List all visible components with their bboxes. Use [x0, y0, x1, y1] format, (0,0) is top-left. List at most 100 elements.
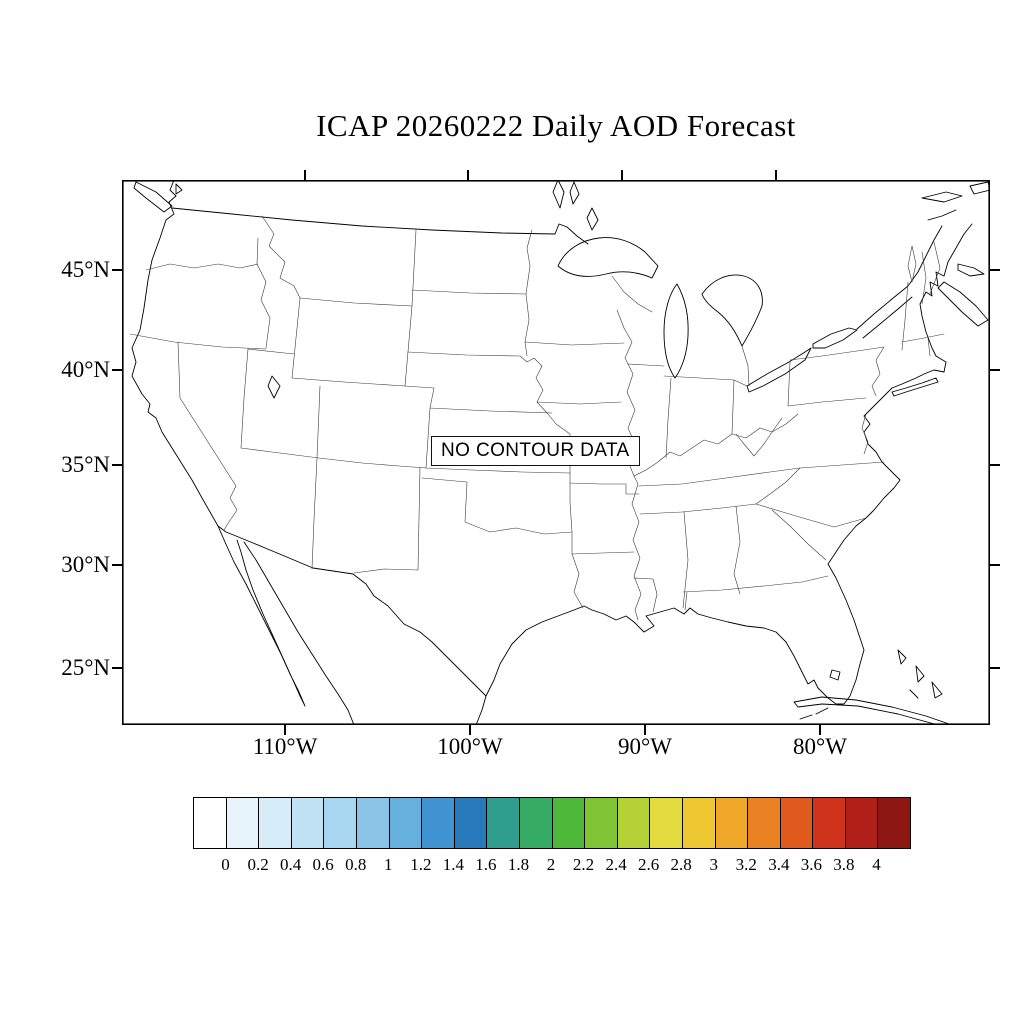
- colorbar-labels: 0 0.2 0.4 0.6 0.8 1 1.2 1.4 1.6 1.8 2 2.2 2.4 2.6 2.8 3…: [193, 855, 909, 879]
- colorbar-cell: [585, 798, 618, 848]
- colorbar-cell: [226, 798, 260, 848]
- colorbar-cell: [617, 798, 651, 848]
- lake-superior: [557, 237, 659, 279]
- great-salt-lake: [267, 375, 281, 399]
- right-axis-tick: [990, 464, 1000, 466]
- lon-label-80w: 80°W: [793, 734, 847, 759]
- right-axis-tick: [990, 369, 1000, 371]
- colorbar-cell: [422, 798, 455, 848]
- colorbar-tick-label: 3.2: [735, 855, 757, 874]
- colorbar-tick-label: 1: [384, 855, 393, 874]
- coastlines: [131, 180, 990, 725]
- canada-border-west: [171, 207, 589, 245]
- lat-label-45n: 45°N: [61, 257, 110, 282]
- colorbar-tick-label: 2.4: [605, 855, 627, 874]
- lake-okeechobee: [829, 669, 841, 681]
- lat-label-30n: 30°N: [61, 552, 110, 577]
- state-borders: [129, 215, 945, 621]
- colorbar-tick-label: 2: [546, 855, 556, 874]
- right-axis-tick: [990, 667, 1000, 669]
- pacific-coast-and-mexico-border: [131, 180, 487, 725]
- colorbar-tick-label: 0.6: [312, 855, 334, 874]
- gulf-and-atlantic-coast: [485, 223, 973, 705]
- lat-label-35n: 35°N: [61, 452, 110, 477]
- us-basemap: [122, 180, 990, 725]
- bottom-axis-tick: [284, 725, 286, 735]
- colorbar-tick-label: 3.4: [768, 855, 790, 874]
- colorbar-cell: [715, 798, 749, 848]
- florida-keys: [799, 707, 829, 720]
- baja-california: [217, 525, 306, 707]
- colorbar-tick-label: 0.2: [247, 855, 269, 874]
- colorbar-cell: [748, 798, 781, 848]
- lon-label-90w: 90°W: [618, 734, 672, 759]
- bottom-axis-tick: [819, 725, 821, 735]
- colorbar-tick-label: 4: [872, 855, 881, 874]
- map-area: [122, 180, 990, 725]
- colorbar-cell: [487, 798, 520, 848]
- colorbar-cell: [780, 798, 814, 848]
- top-axis-tick: [467, 170, 469, 180]
- colorbar-tick-label: 1.2: [410, 855, 432, 874]
- colorbar-cell: [845, 798, 879, 848]
- colorbar-cell: [194, 798, 227, 848]
- lat-label-25n: 25°N: [61, 655, 110, 680]
- right-axis-tick: [990, 564, 1000, 566]
- bottom-axis-tick: [644, 725, 646, 735]
- colorbar-tick-label: 3.6: [800, 855, 822, 874]
- no-contour-data-label: NO CONTOUR DATA: [431, 436, 640, 466]
- mexico-gulf-of-california-coast: [243, 541, 355, 725]
- map-frame: [122, 180, 990, 725]
- bahamas: [897, 649, 943, 699]
- left-axis-tick: [112, 564, 122, 566]
- canadian-maritimes: [921, 181, 990, 327]
- colorbar-cell: [519, 798, 553, 848]
- colorbar-cell: [813, 798, 846, 848]
- lon-label-110w: 110°W: [252, 734, 318, 759]
- colorbar-cell: [356, 798, 390, 848]
- colorbar-tick-label: 3.8: [833, 855, 855, 874]
- colorbar-tick-label: 1.4: [442, 855, 464, 874]
- top-axis-tick: [775, 170, 777, 180]
- colorbar-tick-label: 0.4: [280, 855, 302, 874]
- colorbar-cell: [259, 798, 292, 848]
- colorbar-tick-label: 2.8: [670, 855, 692, 874]
- right-axis-tick: [990, 269, 1000, 271]
- colorbar-cell: [552, 798, 586, 848]
- colorbar-cell: [324, 798, 357, 848]
- bottom-axis-tick: [469, 725, 471, 735]
- left-axis-tick: [112, 369, 122, 371]
- lake-huron: [701, 274, 763, 347]
- colorbar-tick-label: 0.8: [345, 855, 367, 874]
- colorbar: [193, 797, 911, 849]
- lake-michigan: [663, 283, 689, 379]
- colorbar-cell: [454, 798, 488, 848]
- colorbar-tick-label: 1.6: [475, 855, 497, 874]
- long-island: [891, 377, 939, 397]
- colorbar-tick-label: 2.2: [572, 855, 595, 874]
- lake-ontario: [812, 327, 858, 349]
- st-lawrence-and-maine-border: [856, 225, 943, 339]
- colorbar-cell: [389, 798, 423, 848]
- lake-erie: [746, 347, 812, 393]
- colorbar-tick-label: 3: [709, 855, 718, 874]
- colorbar-cell: [682, 798, 716, 848]
- colorbar-cell: [878, 798, 911, 848]
- colorbar-cell: [650, 798, 683, 848]
- cuba: [793, 696, 953, 725]
- lat-label-40n: 40°N: [61, 357, 110, 382]
- left-axis-tick: [112, 269, 122, 271]
- left-axis-tick: [112, 667, 122, 669]
- chart-title: ICAP 20260222 Daily AOD Forecast: [316, 108, 796, 143]
- canadian-lakes: [552, 180, 599, 231]
- top-axis-tick: [621, 170, 623, 180]
- left-axis-tick: [112, 464, 122, 466]
- vancouver-island: [133, 181, 183, 213]
- great-lakes: [267, 180, 858, 681]
- top-axis-tick: [304, 170, 306, 180]
- lon-label-100w: 100°W: [437, 734, 503, 759]
- colorbar-tick-label: 2.6: [638, 855, 660, 874]
- colorbar-cell: [291, 798, 325, 848]
- colorbar-tick-label: 1.8: [507, 855, 530, 874]
